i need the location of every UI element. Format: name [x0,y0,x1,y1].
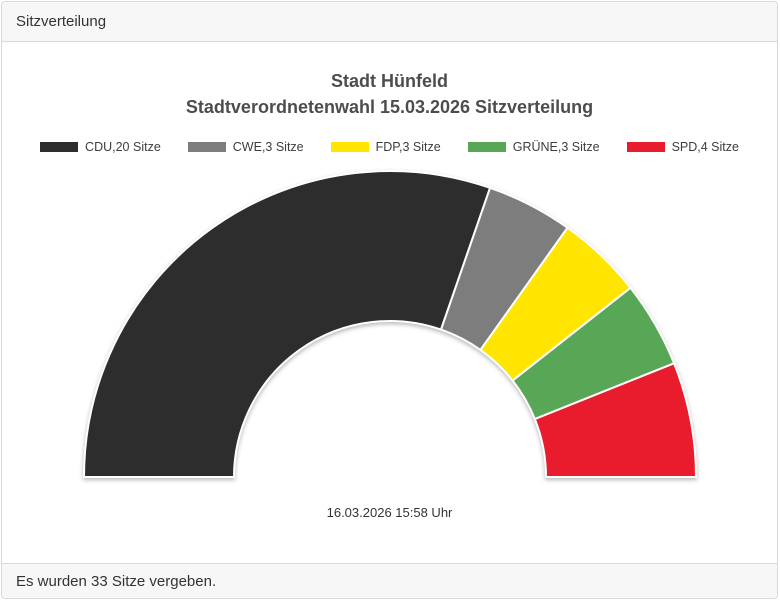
legend-swatch-fdp [330,142,369,153]
chart-title: Stadt Hünfeld Stadtverordnetenwahl 15.03… [2,42,777,120]
segment-spd [533,362,698,479]
legend-label: FDP,3 Sitze [375,140,441,155]
legend-item-cdu: CDU,20 Sitze [40,140,161,154]
legend-item-cwe: CWE,3 Sitze [187,140,304,155]
legend-swatch-gruene [467,142,506,153]
panel-header: Sitzverteilung [2,2,777,42]
footer-text: Es wurden 33 Sitze vergeben. [16,572,217,590]
chart-legend: CDU,20 Sitze CWE,3 Sitze FDP,3 Sitze GRÜNE,… [2,140,777,154]
legend-label: CWE,3 Sitze [232,140,304,155]
legend-swatch-cwe [187,142,226,153]
panel-footer: Es wurden 33 Sitze vergeben. [2,563,777,598]
legend-label: GRÜNE,3 Sitze [512,140,600,155]
legend-swatch-spd [626,142,665,153]
legend-item-fdp: FDP,3 Sitze [330,140,441,155]
legend-label: SPD,4 Sitze [671,140,739,155]
panel-title: Sitzverteilung [16,13,107,30]
legend-item-spd: SPD,4 Sitze [626,140,739,155]
legend-swatch-cdu [40,142,79,153]
chart-area: Stadt Hünfeld Stadtverordnetenwahl 15.03… [2,42,777,563]
half-donut-chart-container [2,167,777,497]
chart-timestamp: 16.03.2026 15:58 Uhr [326,505,453,521]
chart-title-line1: Stadt Hünfeld [331,71,448,91]
legend-item-gruene: GRÜNE,3 Sitze [467,140,600,155]
half-donut-chart [82,170,698,479]
chart-title-line2: Stadtverordnetenwahl 15.03.2026 Sitzvert… [185,97,594,118]
legend-label: CDU,20 Sitze [85,140,161,155]
segment-cdu [82,170,492,479]
